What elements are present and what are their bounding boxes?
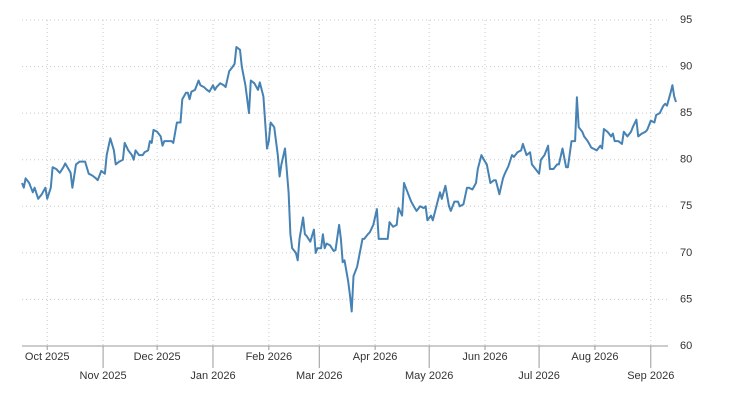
x-tick-label: Aug 2026 (571, 351, 618, 363)
x-tick-label: Oct 2025 (25, 351, 70, 363)
y-tick-label: 90 (680, 60, 692, 72)
y-tick-label: 60 (680, 340, 692, 352)
x-tick-label: Sep 2026 (627, 370, 674, 382)
x-tick-label: Feb 2026 (246, 351, 292, 363)
x-tick-label: Jun 2026 (462, 351, 507, 363)
y-tick-label: 65 (680, 293, 692, 305)
y-tick-label: 85 (680, 107, 692, 119)
y-tick-label: 70 (680, 247, 692, 259)
x-tick-label: Nov 2025 (80, 370, 127, 382)
y-tick-label: 75 (680, 200, 692, 212)
y-tick-label: 80 (680, 154, 692, 166)
x-tick-label: Jan 2026 (190, 370, 235, 382)
x-tick-label: Jul 2026 (518, 370, 560, 382)
price-line (21, 46, 677, 313)
x-tick-label: May 2026 (405, 370, 453, 382)
x-tick-label: Apr 2026 (353, 351, 398, 363)
x-tick-label: Dec 2025 (134, 351, 181, 363)
x-tick-label: Mar 2026 (296, 370, 342, 382)
y-tick-label: 95 (680, 14, 692, 26)
